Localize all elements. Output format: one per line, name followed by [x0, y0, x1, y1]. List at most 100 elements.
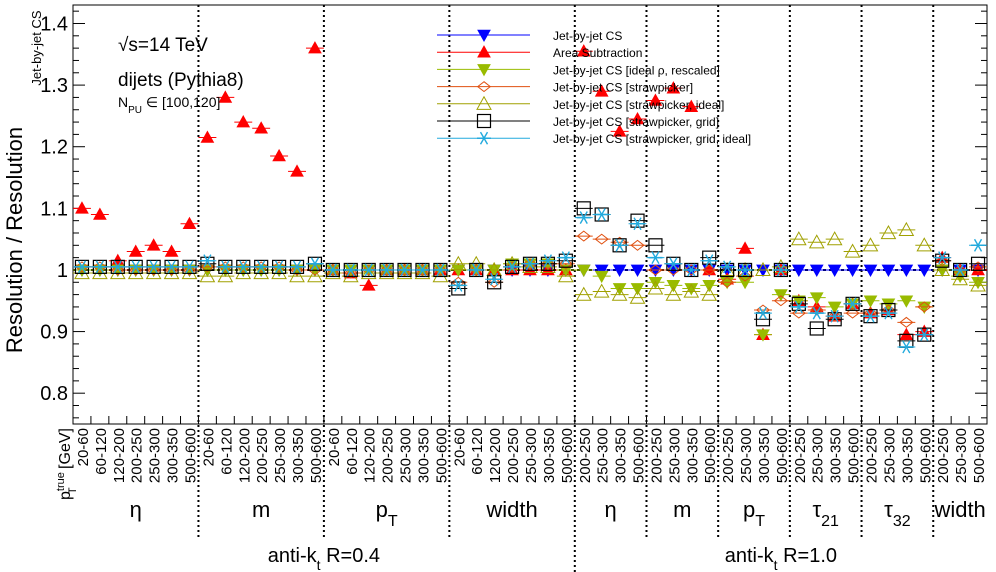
data-point	[755, 261, 771, 277]
data-point	[522, 258, 538, 273]
series-6	[73, 208, 987, 354]
data-point	[898, 221, 915, 237]
data-point	[540, 258, 556, 270]
group-label: η	[605, 497, 617, 522]
legend-label: Area Subtraction	[553, 46, 642, 60]
data-point	[557, 268, 574, 283]
y-tick-label: 1.3	[40, 75, 68, 97]
data-point	[487, 276, 502, 288]
data-point	[702, 264, 717, 276]
x-bin-label: 250-300	[953, 428, 970, 483]
data-point	[917, 301, 932, 313]
data-point	[74, 261, 90, 273]
x-bin-label: 200-250	[577, 428, 594, 483]
data-point	[325, 263, 340, 277]
data-point	[272, 148, 286, 162]
data-point	[970, 256, 986, 271]
data-point	[433, 264, 448, 276]
x-bin-label: 20-60	[451, 428, 468, 466]
x-bin-label: 250-300	[523, 428, 540, 483]
ylabel: Resolution / Resolution	[2, 127, 27, 353]
data-point	[827, 301, 842, 314]
data-point	[791, 307, 806, 319]
data-point	[630, 239, 645, 251]
y-tick-label: 1.4	[40, 13, 68, 35]
x-bin-label: 300-350	[613, 428, 630, 483]
data-point	[791, 300, 806, 314]
data-point	[952, 271, 968, 286]
data-point	[826, 231, 843, 246]
legend-label: Jet-by-jet CS [ideal ρ, rescaled]	[553, 63, 720, 77]
data-point	[683, 283, 700, 298]
annotation-npu: NPU ∈ [100,120]	[118, 94, 220, 116]
data-point	[576, 230, 591, 242]
data-point	[433, 263, 448, 277]
data-point	[110, 260, 125, 274]
data-point	[290, 164, 304, 177]
data-point	[719, 261, 735, 277]
x-bin-label: 300-350	[899, 428, 916, 483]
x-bin-label: 200-250	[505, 428, 522, 483]
data-point	[451, 264, 466, 277]
x-bin-label: 500-600	[917, 428, 934, 483]
data-point	[451, 276, 466, 288]
y-tick-label: 1.2	[40, 137, 68, 159]
x-bin-label: 200-250	[720, 428, 737, 483]
data-point	[648, 276, 663, 290]
data-point	[218, 90, 233, 103]
data-point	[92, 261, 107, 273]
data-point	[182, 264, 197, 276]
data-point	[200, 130, 215, 143]
data-point	[523, 257, 537, 271]
data-point	[737, 270, 753, 282]
data-point	[360, 265, 377, 280]
y-tick-label: 1	[57, 260, 68, 282]
data-point	[701, 286, 718, 301]
data-point	[845, 307, 860, 319]
y-tick-label: 0.9	[40, 322, 68, 344]
data-point	[93, 207, 107, 220]
data-point	[576, 211, 591, 224]
data-point	[575, 286, 592, 301]
data-point	[218, 261, 233, 273]
data-point	[827, 309, 842, 323]
legend-marker	[477, 29, 491, 43]
x-bin-label: 60-120	[344, 428, 361, 475]
x-bin-label: 300-350	[756, 428, 773, 483]
data-point	[325, 264, 340, 276]
legend-marker	[477, 131, 491, 145]
group-label: m	[252, 497, 270, 522]
legend-marker	[477, 45, 491, 58]
markers	[73, 41, 987, 354]
legend-marker	[476, 95, 492, 110]
x-bin-label: 300-350	[165, 428, 182, 483]
data-point	[522, 258, 538, 270]
data-point	[540, 254, 555, 268]
x-bin-label: 120-200	[236, 428, 253, 483]
data-point	[92, 260, 107, 274]
data-point	[128, 244, 143, 257]
group-label: η	[130, 497, 142, 522]
data-point	[236, 115, 251, 128]
data-point	[666, 264, 681, 276]
data-point	[396, 265, 413, 280]
data-point	[845, 264, 860, 277]
data-point	[647, 280, 664, 295]
legend-marker	[476, 81, 492, 93]
x-bin-label: 200-250	[935, 428, 952, 483]
x-bin-label: 120-200	[487, 428, 504, 483]
data-point	[612, 124, 627, 137]
data-point	[75, 201, 89, 214]
data-point	[415, 264, 430, 276]
x-bin-label: 500-600	[182, 428, 199, 483]
jet-label-r10: anti-kt R=1.0	[725, 545, 837, 572]
data-point	[379, 264, 394, 276]
data-point	[254, 261, 269, 273]
data-point	[307, 268, 323, 283]
data-point	[343, 267, 358, 279]
data-point	[469, 263, 484, 277]
data-point	[702, 250, 717, 265]
group-label: pT	[743, 497, 765, 530]
x-bin-label: 200-250	[864, 428, 881, 483]
x-bin-label: 20-60	[200, 428, 217, 466]
